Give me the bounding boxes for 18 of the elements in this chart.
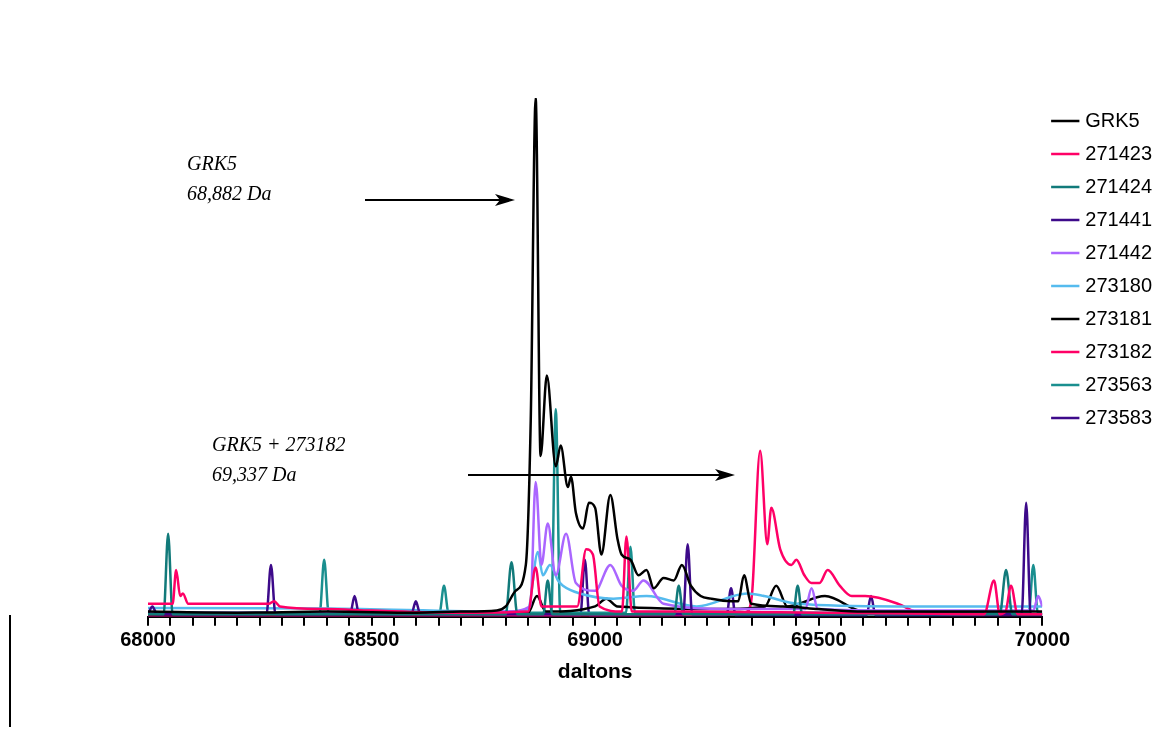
annotation: GRK5 + 273182 69,337 Da bbox=[212, 433, 346, 486]
annotation: GRK5 68,882 Da bbox=[187, 152, 272, 205]
legend-label: GRK5 bbox=[1085, 108, 1140, 131]
legend-label: 273182 bbox=[1085, 339, 1153, 362]
x-tick-label: 69000 bbox=[567, 628, 623, 651]
x-axis-title: daltons bbox=[557, 659, 633, 683]
legend-label: 271423 bbox=[1085, 141, 1153, 164]
legend-label: 271424 bbox=[1085, 174, 1153, 197]
legend-label: 273181 bbox=[1085, 306, 1153, 329]
legend-label: 271441 bbox=[1085, 207, 1153, 230]
legend-label: 271442 bbox=[1085, 240, 1153, 263]
x-tick-label: 69500 bbox=[790, 628, 847, 651]
legend-label: 273583 bbox=[1085, 405, 1153, 428]
x-tick-label: 68500 bbox=[343, 628, 400, 651]
legend-label: 273180 bbox=[1085, 273, 1153, 296]
x-tick-label: 68000 bbox=[120, 628, 176, 651]
legend-label: 273563 bbox=[1085, 372, 1153, 395]
x-tick-label: 70000 bbox=[1014, 628, 1071, 651]
